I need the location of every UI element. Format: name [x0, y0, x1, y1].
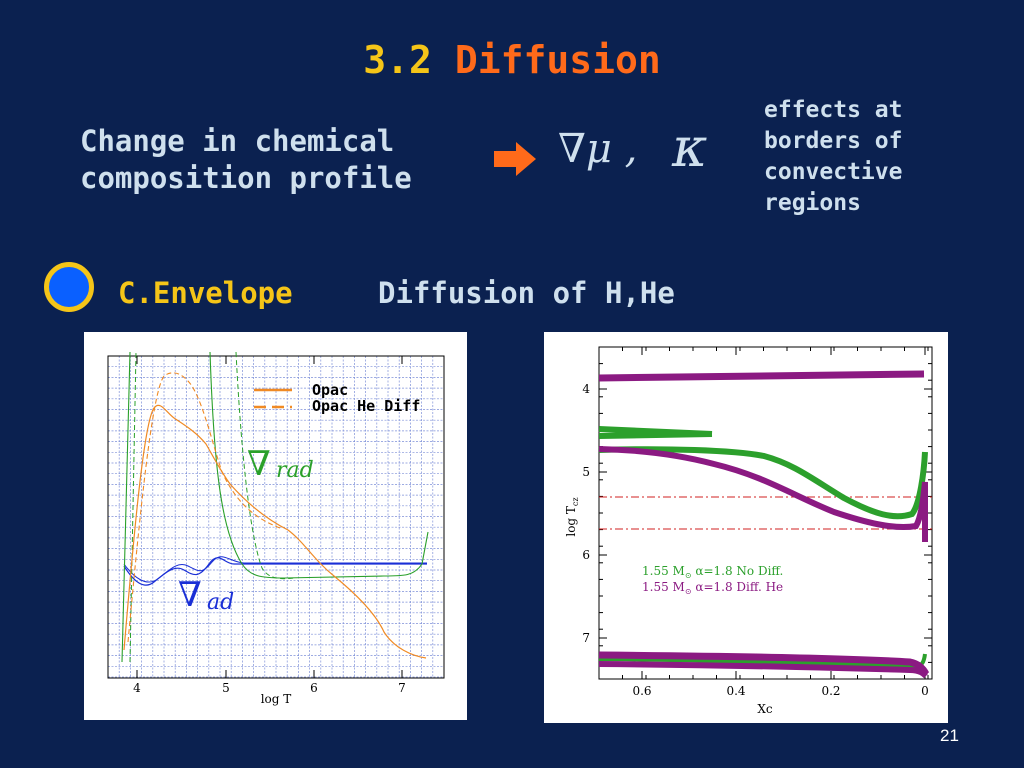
nabla-rad-symbol: ∇ — [247, 444, 271, 484]
page-number: 21 — [940, 726, 959, 745]
y-tick-label: 7 — [582, 631, 590, 645]
page-title: 3.2 Diffusion — [0, 38, 1024, 82]
y-tick-label: 4 — [582, 382, 590, 396]
legend-diff-he: 1.55 M⊙ α=1.8 Diff. He — [642, 580, 783, 596]
x-tick-label: 5 — [222, 681, 230, 695]
no-diff-upper-curve — [598, 426, 713, 439]
diff-he-main-curve — [598, 446, 928, 542]
nabla-rad-curve-diff — [129, 351, 295, 663]
x-axis-label: Xc — [757, 702, 773, 716]
title-word: Diffusion — [454, 38, 661, 82]
effects-note: effects at borders of convective regions — [764, 95, 902, 219]
title-number: 3.2 — [363, 38, 432, 82]
gradient-plot: Opac Opac He Diff ∇ rad ∇ ad 4 5 6 7 log… — [107, 351, 445, 706]
y-tick-label: 5 — [582, 465, 590, 479]
nabla-ad-curve — [123, 557, 427, 586]
nabla-rad-subscript: rad — [276, 458, 314, 483]
effects-line-1: effects at — [764, 97, 903, 123]
gradient-figure: Opac Opac He Diff ∇ rad ∇ ad 4 5 6 7 log… — [84, 332, 467, 720]
x-tick-label: 4 — [133, 681, 141, 695]
x-tick-label: 0.2 — [821, 684, 840, 698]
legend-opac-he-diff: Opac He Diff — [312, 397, 420, 415]
opac-curve — [123, 404, 427, 659]
section-label: C.Envelope — [118, 276, 293, 310]
nabla-ad-subscript: ad — [207, 590, 234, 615]
kappa-symbol: κ — [672, 116, 708, 179]
y-tick-label: 6 — [582, 548, 590, 562]
y-axis-label: log Tcz — [564, 497, 580, 536]
effects-line-4: regions — [764, 190, 861, 216]
composition-change-text: Change in chemical composition profile — [80, 123, 412, 197]
x-tick-label: 0.4 — [726, 684, 745, 698]
x-tick-label: 0.6 — [632, 684, 651, 698]
nabla-mu-symbol: ∇μ , — [558, 126, 638, 172]
opac-he-diff-curve — [127, 372, 281, 643]
nabla-ad-symbol: ∇ — [178, 575, 202, 615]
legend-opac: Opac — [312, 381, 348, 399]
nabla-ad-curve-diff — [123, 556, 427, 583]
bullet-circle-icon — [44, 262, 94, 312]
no-diff-bottom-curve — [598, 653, 927, 669]
diff-he-bottom-curve — [598, 651, 930, 676]
x-tick-label: 0 — [921, 684, 929, 698]
x-tick-label: 7 — [398, 681, 406, 695]
convective-temperature-plot: 1.55 M⊙ α=1.8 No Diff. 1.55 M⊙ α=1.8 Dif… — [564, 346, 933, 716]
x-tick-label: 6 — [310, 681, 318, 695]
x-axis-label: log T — [261, 692, 292, 706]
legend-no-diff: 1.55 M⊙ α=1.8 No Diff. — [642, 564, 783, 580]
effects-line-2: borders of — [764, 128, 903, 154]
nabla-rad-curve — [121, 351, 429, 663]
no-diff-main-curve — [598, 446, 928, 520]
diff-he-bottom-curve-2 — [598, 661, 929, 679]
section-text: Diffusion of H,He — [378, 276, 675, 310]
right-arrow-icon — [494, 142, 536, 176]
diff-he-top-curve — [598, 370, 925, 382]
svg-text:log Tcz: log Tcz — [564, 497, 580, 536]
change-line-2: composition profile — [80, 161, 412, 195]
effects-line-3: convective — [764, 159, 903, 185]
change-line-1: Change in chemical — [80, 124, 395, 158]
convective-temperature-figure: 1.55 M⊙ α=1.8 No Diff. 1.55 M⊙ α=1.8 Dif… — [544, 332, 948, 723]
